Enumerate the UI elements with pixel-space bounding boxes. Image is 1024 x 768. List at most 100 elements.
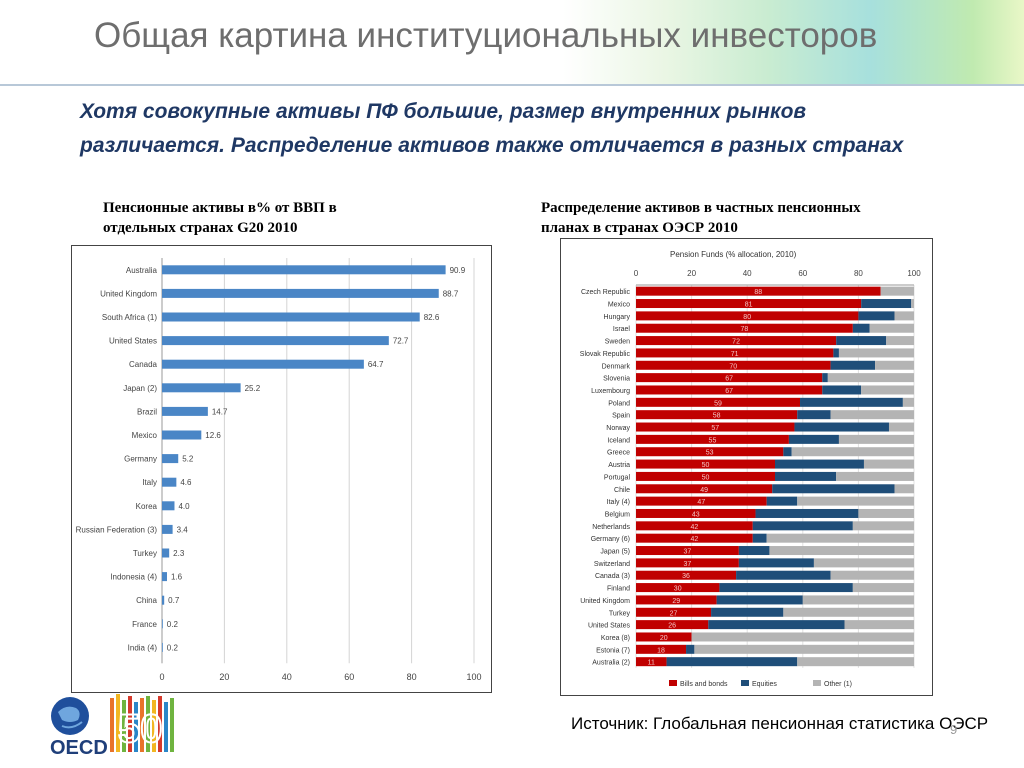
category-label: Mexico	[132, 431, 158, 440]
x-tick-label: 60	[798, 269, 807, 278]
category-label: France	[132, 620, 157, 629]
bar-segment	[894, 311, 914, 321]
left-chart-caption: Пенсионные активы в% от ВВП в отдельных …	[103, 198, 337, 238]
x-tick-label: 40	[743, 269, 752, 278]
category-label: Turkey	[133, 549, 157, 558]
bar-segment	[636, 644, 687, 654]
category-label: Russian Federation (3)	[76, 525, 158, 534]
category-label: Italy (4)	[607, 499, 630, 506]
oecd-logo-stripe	[164, 702, 168, 752]
value-label: 67	[725, 376, 733, 383]
bar	[162, 336, 389, 346]
value-label: 81	[745, 302, 753, 309]
bar-segment	[822, 385, 862, 395]
value-label: 11	[648, 660, 655, 667]
bar	[162, 359, 364, 369]
bar-segment	[836, 336, 887, 346]
x-tick-label: 80	[854, 269, 863, 278]
category-label: Germany	[124, 455, 157, 464]
oecd-logo-stripe	[140, 698, 144, 752]
value-label: 5.2	[182, 455, 194, 464]
category-label: Luxembourg	[591, 388, 630, 395]
category-label: Mexico	[608, 302, 630, 309]
bar-segment	[844, 620, 914, 630]
bar	[162, 288, 439, 298]
category-label: United States	[109, 337, 157, 346]
bar-segment	[686, 644, 695, 654]
bar-segment	[636, 657, 667, 667]
oecd-logo-stripe	[170, 698, 174, 752]
bar-segment	[797, 410, 831, 420]
bar-segment	[822, 373, 828, 383]
value-label: 64.7	[368, 360, 384, 369]
bar-segment	[838, 434, 914, 444]
oecd-logo-50-text: 50	[118, 707, 163, 751]
value-label: 71	[731, 351, 739, 358]
value-label: 18	[657, 647, 665, 654]
bar-segment	[736, 570, 831, 580]
x-tick-label: 80	[407, 672, 417, 682]
value-label: 53	[706, 450, 714, 457]
bar-segment	[636, 299, 862, 309]
value-label: 0.2	[167, 643, 179, 652]
value-label: 0.2	[167, 620, 179, 629]
bar-segment	[800, 397, 903, 407]
category-label: Greece	[607, 450, 630, 457]
bar-segment	[783, 607, 914, 617]
value-label: 50	[702, 462, 710, 469]
category-label: Israel	[613, 326, 631, 333]
value-label: 88	[754, 289, 762, 296]
bar	[162, 501, 175, 511]
globe-arc-shape	[61, 721, 83, 729]
value-label: 0.7	[168, 596, 180, 605]
category-label: Australia	[126, 266, 158, 275]
bar-segment	[636, 632, 692, 642]
bar-segment	[636, 323, 853, 333]
bar-segment	[694, 644, 914, 654]
bar-segment	[636, 422, 795, 432]
bar-segment	[691, 632, 914, 642]
bar-segment	[636, 533, 753, 543]
bar-segment	[636, 348, 834, 358]
value-label: 72	[732, 339, 740, 346]
bar-segment	[852, 521, 914, 531]
x-tick-label: 100	[907, 269, 921, 278]
category-label: Japan (5)	[600, 549, 630, 556]
legend-label: Bills and bonds	[680, 681, 728, 688]
value-label: 49	[700, 487, 708, 494]
category-label: Slovak Republic	[580, 351, 631, 358]
bar-segment	[861, 385, 914, 395]
oecd-logo-stripe	[122, 700, 126, 752]
category-label: Italy	[142, 478, 157, 487]
value-label: 43	[692, 511, 700, 518]
bar-segment	[852, 583, 914, 593]
bar	[162, 477, 177, 487]
page-number: 9	[950, 722, 958, 737]
category-label: Brazil	[137, 407, 157, 416]
bar-segment	[838, 348, 914, 358]
value-label: 4.6	[180, 478, 192, 487]
right-chart-caption: Распределение активов в частных пенсионн…	[541, 198, 861, 238]
bar-segment	[738, 546, 770, 556]
x-tick-label: 0	[159, 672, 164, 682]
category-label: Spain	[612, 413, 630, 420]
bar-segment	[752, 533, 767, 543]
value-label: 55	[709, 437, 717, 444]
oecd-logo-stripe	[110, 698, 114, 752]
bar-segment	[636, 471, 775, 481]
bar-segment	[836, 471, 914, 481]
bar-segment	[813, 558, 914, 568]
value-label: 42	[690, 524, 698, 531]
bar-segment	[766, 496, 798, 506]
bar-segment	[888, 422, 914, 432]
value-label: 78	[741, 326, 749, 333]
value-label: 50	[702, 474, 710, 481]
right-chart-caption-line-1: Распределение активов в частных пенсионн…	[541, 200, 861, 216]
category-label: Norway	[606, 425, 630, 432]
bar-segment	[636, 546, 739, 556]
category-label: Switzerland	[594, 561, 630, 568]
left-chart-frame: 0 20 40 60 80 100 Australia 90.9 United Kingdom 8…	[71, 245, 492, 693]
legend-swatch	[669, 680, 677, 686]
bar-segment	[783, 447, 792, 457]
value-label: 29	[672, 598, 680, 605]
